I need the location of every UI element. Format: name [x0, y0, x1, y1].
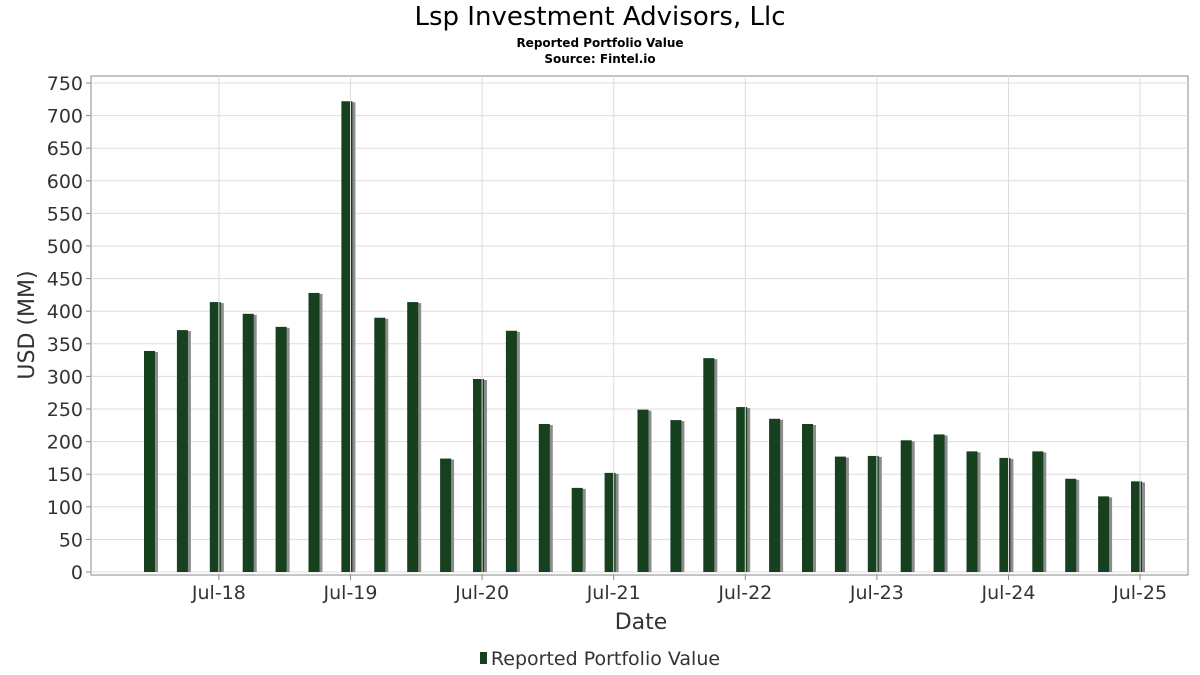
y-tick-label: 650 — [47, 138, 83, 160]
legend-label: Reported Portfolio Value — [490, 648, 721, 670]
legend: Reported Portfolio Value — [0, 648, 1200, 670]
bar — [538, 423, 550, 572]
y-tick-label: 100 — [47, 497, 83, 519]
bar — [374, 317, 386, 572]
x-tick-label: Jul-21 — [586, 582, 641, 604]
legend-swatch — [479, 652, 487, 664]
y-tick-label: 150 — [47, 464, 83, 486]
bar — [966, 451, 978, 572]
bar — [604, 472, 616, 572]
y-tick-label: 400 — [47, 301, 83, 323]
bar — [209, 302, 221, 572]
y-tick-label: 600 — [47, 171, 83, 193]
y-tick-label: 450 — [47, 269, 83, 291]
bar — [1065, 478, 1077, 572]
y-tick-label: 700 — [47, 106, 83, 128]
x-tick-label: Jul-18 — [191, 582, 246, 604]
bar — [308, 292, 320, 572]
bar — [407, 302, 419, 572]
bar — [999, 457, 1011, 572]
bar — [802, 423, 813, 572]
y-tick-label: 300 — [47, 366, 83, 388]
bar — [242, 313, 254, 572]
chart-subtitle: Reported Portfolio Value — [516, 36, 684, 50]
x-tick-label: Jul-24 — [981, 582, 1036, 604]
bar — [571, 487, 583, 572]
y-tick-label: 200 — [47, 432, 83, 454]
y-tick-label: 250 — [47, 399, 83, 421]
bar — [933, 434, 945, 572]
bar — [834, 456, 846, 572]
y-tick-label: 350 — [47, 334, 83, 356]
bar — [473, 379, 484, 572]
bar — [867, 455, 879, 572]
bar — [505, 330, 517, 572]
bar — [341, 101, 353, 573]
bar — [736, 407, 748, 572]
x-axis-title: Date — [615, 610, 668, 635]
y-tick-label: 750 — [47, 73, 83, 95]
bar — [144, 350, 155, 572]
y-tick-label: 550 — [47, 203, 83, 225]
bar — [703, 358, 715, 572]
bar — [637, 409, 649, 572]
bar — [1098, 496, 1110, 572]
y-axis-title: USD (MM) — [15, 270, 40, 379]
bar — [176, 330, 188, 572]
x-tick-label: Jul-23 — [849, 582, 904, 604]
chart-title: Lsp Investment Advisors, Llc — [414, 2, 786, 32]
bar — [1131, 481, 1142, 572]
x-tick-label: Jul-25 — [1112, 582, 1167, 604]
x-tick-label: Jul-20 — [454, 582, 509, 604]
y-tick-label: 500 — [47, 236, 83, 258]
y-tick-label: 50 — [59, 529, 83, 551]
bar — [769, 418, 781, 572]
bar — [900, 440, 912, 572]
bar — [275, 326, 287, 572]
chart-source: Source: Fintel.io — [544, 52, 656, 66]
x-tick-label: Jul-19 — [323, 582, 378, 604]
bar — [440, 458, 452, 572]
bar — [670, 420, 682, 572]
y-tick-label: 0 — [71, 562, 83, 584]
x-tick-label: Jul-22 — [717, 582, 772, 604]
bar — [1032, 451, 1044, 572]
